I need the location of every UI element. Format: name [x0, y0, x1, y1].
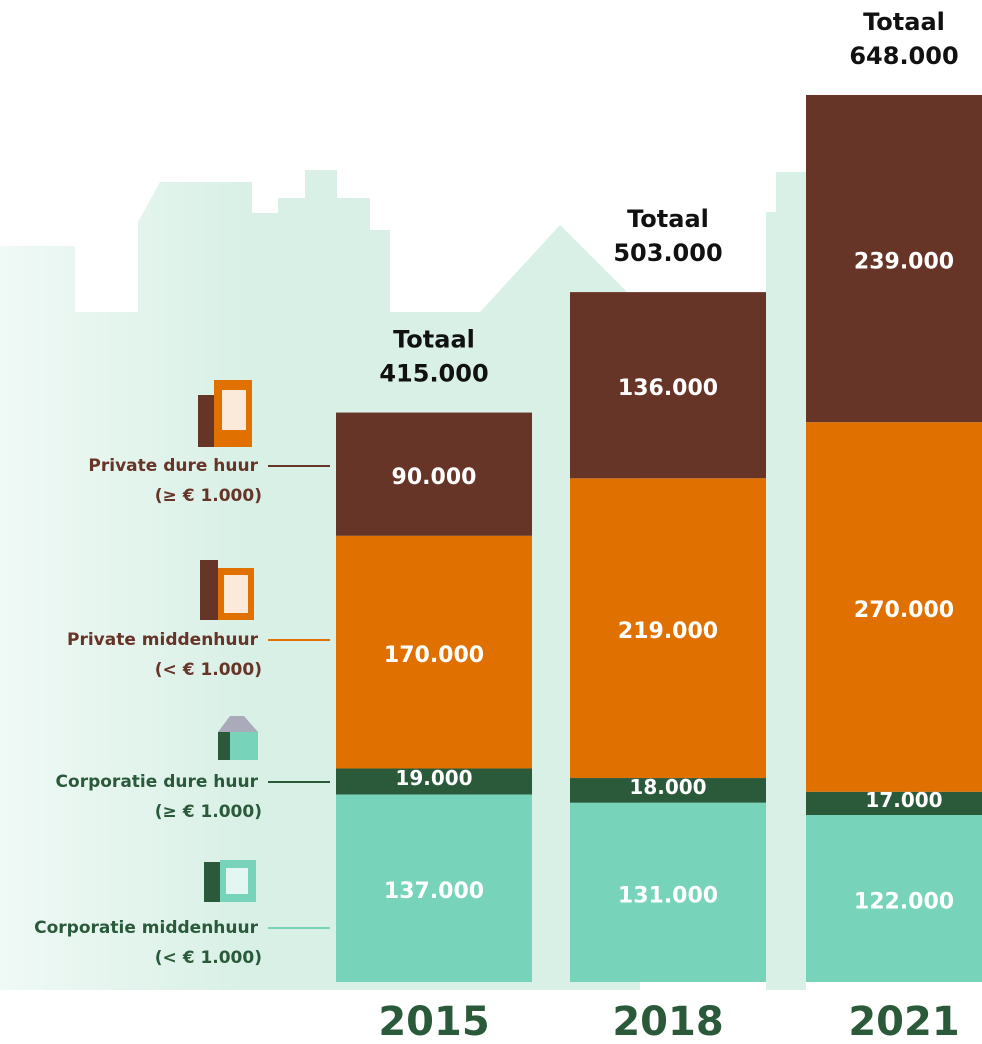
value-label: 239.000: [854, 250, 954, 275]
bar-segment: [806, 95, 982, 423]
total-label: 415.000: [379, 360, 488, 388]
value-label: 19.000: [395, 766, 472, 790]
legend-icons: [198, 380, 258, 902]
value-label: 17.000: [865, 788, 942, 812]
value-label: 170.000: [384, 643, 484, 668]
legend-label: Private dure huur: [88, 456, 258, 476]
bar-segment: [806, 791, 982, 816]
total-label: 503.000: [613, 239, 722, 267]
total-title: Totaal: [393, 326, 475, 354]
total-label: 648.000: [849, 42, 958, 70]
legend-label: Corporatie dure huur: [56, 772, 259, 792]
skyline: [766, 172, 806, 990]
legend-label: Corporatie middenhuur: [34, 918, 258, 938]
legend-range: (≥ € 1.000): [155, 802, 262, 822]
value-label: 90.000: [392, 465, 477, 490]
bar-segment: [570, 778, 766, 803]
value-label: 136.000: [618, 376, 718, 401]
legend-range: (≥ € 1.000): [155, 486, 262, 506]
value-label: 131.000: [618, 883, 718, 908]
total-title: Totaal: [863, 8, 945, 36]
year-label: 2018: [612, 999, 723, 1044]
value-label: 137.000: [384, 879, 484, 904]
year-label: 2015: [378, 999, 489, 1044]
legend-range: (< € 1.000): [155, 660, 262, 680]
bar-segment: [336, 535, 532, 769]
bar-segment: [570, 478, 766, 779]
legend-range: (< € 1.000): [155, 948, 262, 968]
legend-label: Private middenhuur: [67, 630, 259, 650]
bar-segment: [336, 794, 532, 982]
skyline: [0, 170, 640, 990]
total-title: Totaal: [627, 205, 709, 233]
value-label: 219.000: [618, 619, 718, 644]
bar-segment: [806, 422, 982, 792]
bar-segment: [336, 412, 532, 536]
value-label: 18.000: [629, 775, 706, 799]
year-label: 2021: [848, 999, 959, 1044]
bar-segment: [336, 768, 532, 795]
bar-segment: [806, 815, 982, 982]
bar-segment: [570, 292, 766, 479]
value-label: 122.000: [854, 890, 954, 915]
value-label: 270.000: [854, 598, 954, 623]
bar-segment: [570, 802, 766, 982]
